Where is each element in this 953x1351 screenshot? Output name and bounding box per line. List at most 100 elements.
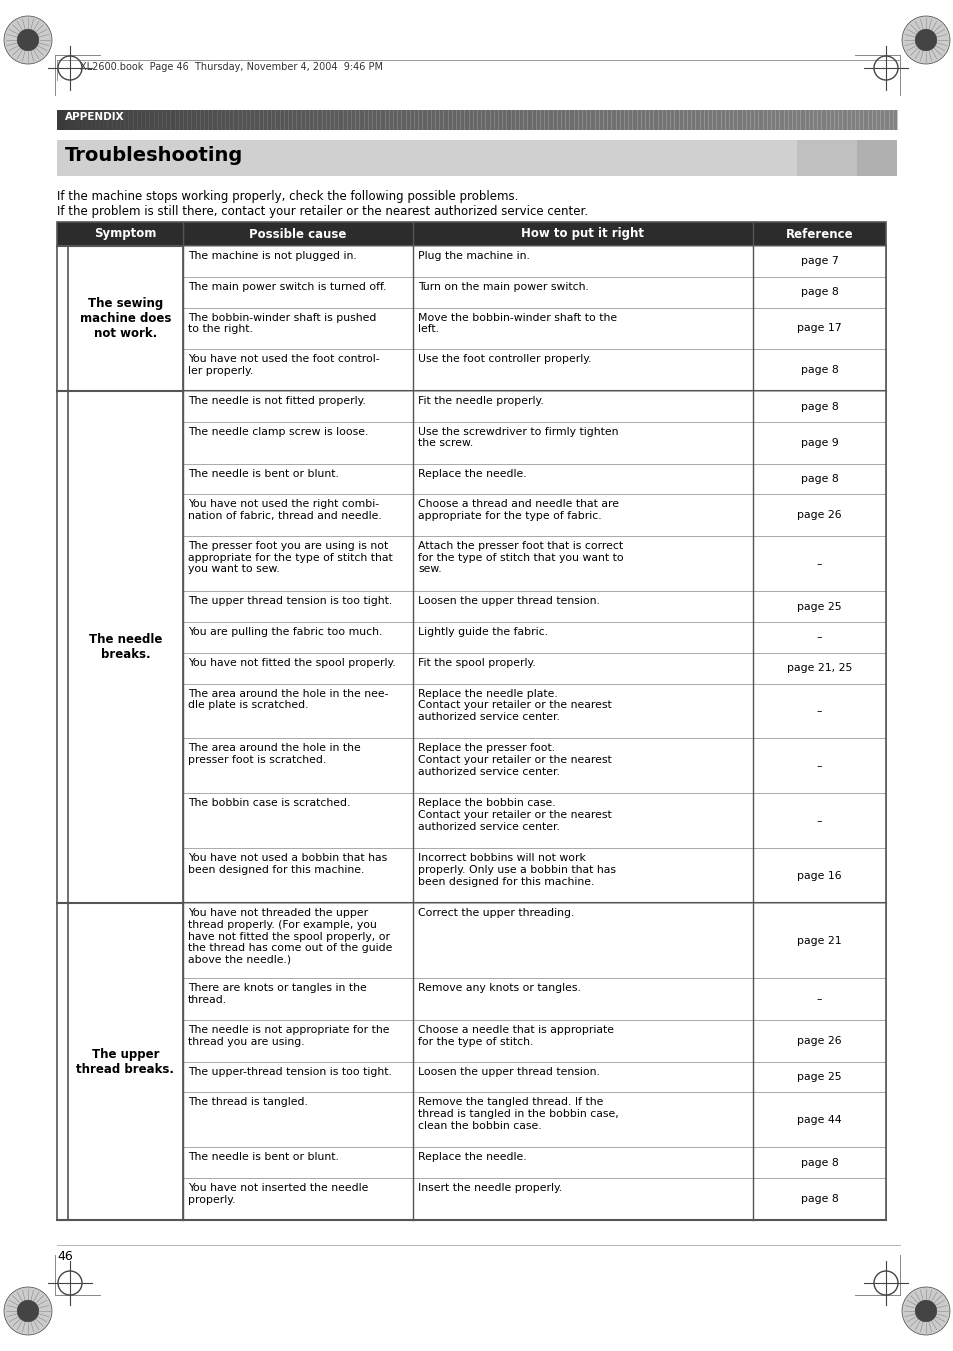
Bar [94,109,100,130]
Bar [296,109,301,130]
Bar [875,109,881,130]
Bar [573,109,578,130]
Text: Remove any knots or tangles.: Remove any knots or tangles. [417,984,580,993]
Text: page 8: page 8 [800,474,838,484]
Bar [665,109,671,130]
Bar [192,109,196,130]
Bar [183,109,188,130]
Bar [279,109,285,130]
Text: –: – [816,632,821,642]
Bar [183,848,413,904]
Bar [334,109,339,130]
Text: Use the screwdriver to firmly tighten
the screw.: Use the screwdriver to firmly tighten th… [417,427,618,449]
Bar [183,536,413,592]
Bar [103,109,109,130]
Bar [752,739,885,793]
Bar [800,109,804,130]
Bar [413,1062,752,1093]
Bar [145,109,151,130]
Bar [796,109,801,130]
Bar [347,109,352,130]
Bar [560,109,566,130]
Bar [699,109,704,130]
Text: –: – [816,816,821,825]
Bar [752,536,885,592]
Bar [413,422,752,463]
Bar [752,684,885,739]
Bar [501,109,507,130]
Bar [761,109,767,130]
Bar [602,109,608,130]
Bar [136,109,142,130]
Bar [880,109,884,130]
Bar [752,1178,885,1220]
Text: The needle is bent or blunt.: The needle is bent or blunt. [188,469,338,478]
Bar [585,109,591,130]
Bar [300,109,306,130]
Bar [413,684,752,739]
Bar [233,109,238,130]
Bar [187,109,193,130]
Bar [527,109,532,130]
Bar [68,390,183,904]
Bar [824,109,830,130]
Bar [691,109,696,130]
Text: Use the foot controller properly.: Use the foot controller properly. [417,354,591,365]
Bar [174,109,179,130]
Bar [413,1020,752,1062]
Bar [611,109,616,130]
Bar [464,109,469,130]
Bar [752,246,885,277]
Bar [375,109,381,130]
Bar [766,109,771,130]
Bar [782,109,788,130]
Bar [657,109,662,130]
Bar [389,109,394,130]
Bar [229,109,234,130]
Bar [413,463,752,494]
Text: You have not used the foot control-
ler properly.: You have not used the foot control- ler … [188,354,379,376]
Text: Correct the upper threading.: Correct the upper threading. [417,908,574,919]
Bar [581,109,587,130]
Bar [183,308,413,350]
Bar [887,109,893,130]
Bar [737,109,741,130]
Bar [623,109,629,130]
Bar [183,621,413,653]
Bar [57,222,885,246]
Bar [413,277,752,308]
Bar [183,277,413,308]
Bar [649,109,654,130]
Bar [615,109,620,130]
Bar [157,109,163,130]
Bar [183,1093,413,1147]
Text: page 21: page 21 [797,936,841,946]
Text: page 7: page 7 [800,257,838,266]
Bar [384,109,390,130]
Text: Turn on the main power switch.: Turn on the main power switch. [417,282,588,292]
Bar [413,592,752,621]
Bar [262,109,268,130]
Bar [78,109,83,130]
Bar [426,109,432,130]
Bar [338,109,343,130]
Bar [724,109,729,130]
Text: The needle
breaks.: The needle breaks. [89,634,162,661]
Bar [91,109,95,130]
Bar [326,109,331,130]
Bar [413,536,752,592]
Text: Choose a thread and needle that are
appropriate for the type of fabric.: Choose a thread and needle that are appr… [417,500,618,521]
Bar [208,109,213,130]
Text: The upper
thread breaks.: The upper thread breaks. [76,1047,174,1075]
Bar [401,109,406,130]
Bar [522,109,528,130]
Bar [413,848,752,904]
Bar [845,109,851,130]
Bar [372,109,376,130]
Text: –: – [816,761,821,771]
Bar [82,109,88,130]
Bar [380,109,385,130]
Bar [317,109,322,130]
Bar [410,109,415,130]
Bar [183,1178,413,1220]
